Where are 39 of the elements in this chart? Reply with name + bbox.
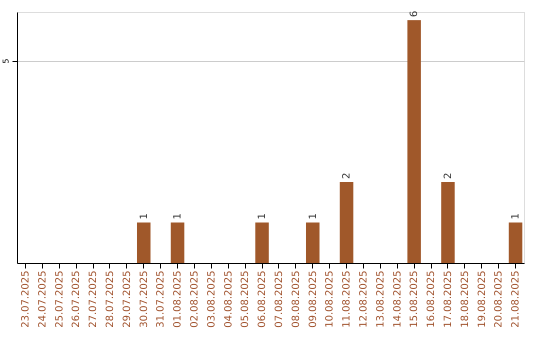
x-tick-label: 04.08.2025	[223, 270, 234, 328]
x-tick-label: 01.08.2025	[172, 270, 184, 328]
x-tick-label: 10.08.2025	[324, 270, 336, 328]
x-tick-label: 29.07.2025	[122, 270, 133, 328]
data-label: 1	[308, 213, 319, 220]
data-label: 2	[442, 172, 454, 180]
y-tick-label: 5	[2, 58, 10, 64]
x-tick-label: 05.08.2025	[240, 270, 252, 328]
x-tick-label: 16.08.2025	[426, 270, 438, 328]
data-label: 1	[510, 213, 522, 220]
x-tick-label: 28.07.2025	[104, 270, 116, 328]
x-tick-label: 21.08.2025	[510, 270, 522, 328]
x-tick-label: 17.08.2025	[442, 270, 454, 328]
data-label: 1	[172, 213, 184, 220]
x-tick-label: 02.08.2025	[189, 270, 200, 328]
x-tick-label: 20.08.2025	[494, 270, 505, 328]
x-tick-label: 26.07.2025	[71, 270, 82, 328]
data-label: 2	[342, 172, 353, 180]
x-tick-label: 14.08.2025	[392, 270, 404, 328]
x-tick-label: 03.08.2025	[206, 270, 218, 328]
x-tick-label: 19.08.2025	[476, 270, 488, 328]
x-tick-label: 12.08.2025	[358, 270, 370, 328]
x-tick-label: 30.07.2025	[138, 270, 150, 328]
x-tick-label: 24.07.2025	[37, 270, 48, 328]
data-label: 6	[409, 10, 420, 18]
x-tick-label: 09.08.2025	[308, 270, 319, 328]
x-tick-label: 06.08.2025	[257, 270, 268, 328]
x-tick-label: 11.08.2025	[342, 270, 353, 328]
x-tick-label: 07.08.2025	[274, 270, 285, 328]
x-tick-label: 08.08.2025	[290, 270, 302, 328]
x-tick-label: 25.07.2025	[54, 270, 66, 328]
x-tick-label: 31.07.2025	[156, 270, 167, 328]
x-tick-label: 23.07.2025	[20, 270, 32, 328]
data-label: 1	[257, 213, 268, 220]
x-tick-label: 18.08.2025	[460, 270, 471, 328]
x-tick-label: 15.08.2025	[409, 270, 420, 328]
x-tick-label: 13.08.2025	[375, 270, 386, 328]
x-tick-label: 27.07.2025	[88, 270, 100, 328]
data-label: 1	[138, 213, 150, 220]
